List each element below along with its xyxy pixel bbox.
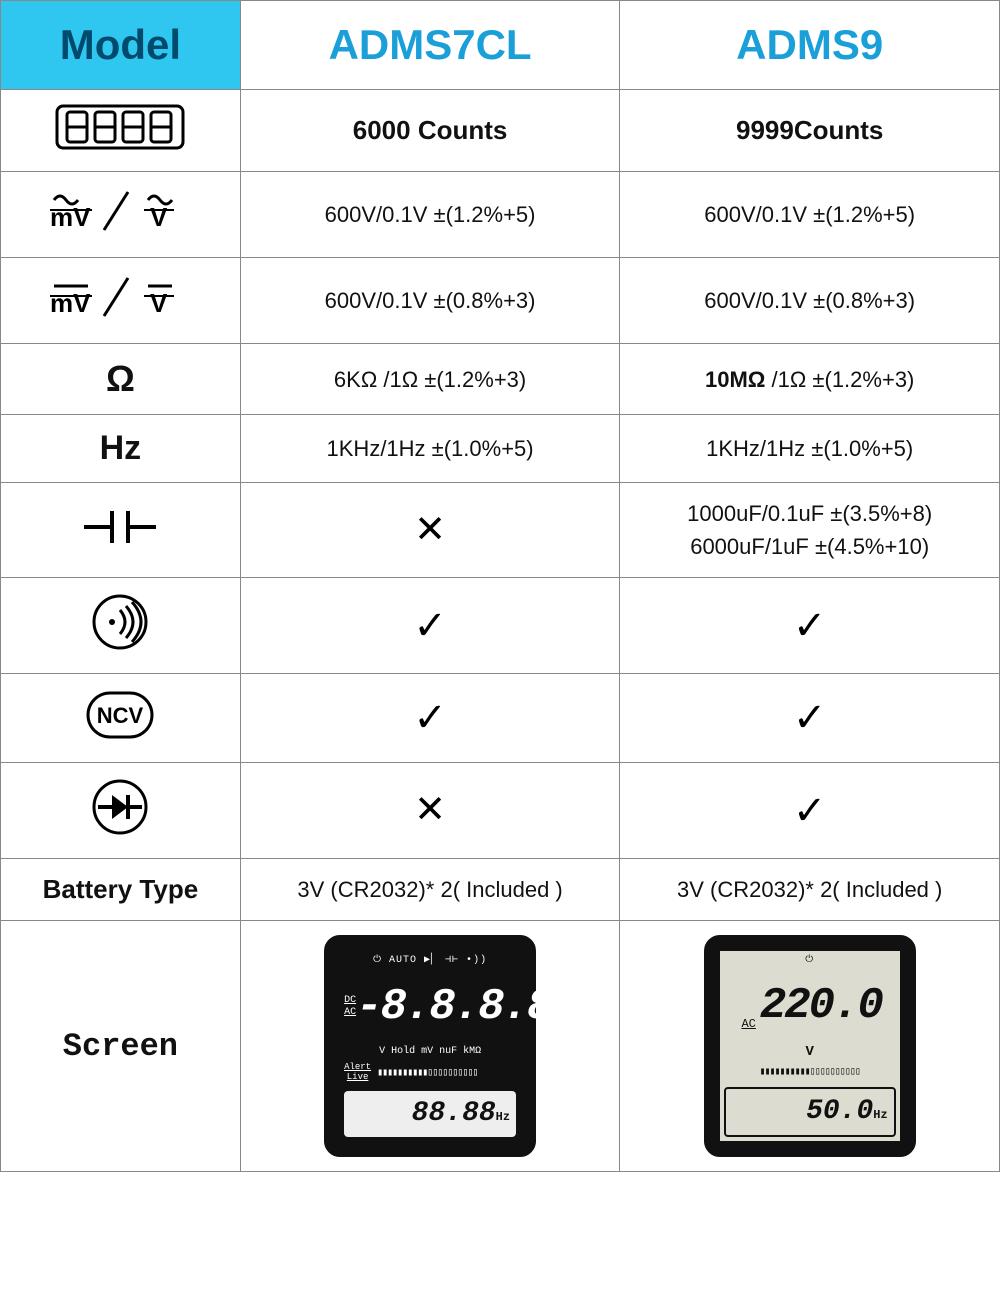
diode-c2: ✓ — [620, 763, 1000, 859]
cap-c2-line1: 1000uF/0.1uF ±(3.5%+8) — [628, 497, 991, 530]
cap-c1: ✕ — [240, 483, 620, 578]
screen-c1: ⏻ AUTO ▶▏ ⊣⊢ •)) DC AC -8.8.8.8 V Hold m… — [240, 921, 620, 1172]
lcd2-unit: V — [720, 1042, 900, 1063]
cont-c1: ✓ — [240, 578, 620, 674]
lcd2-ac: AC — [737, 1015, 759, 1039]
dc-voltage-icon: mV V — [1, 258, 241, 344]
row-ncv: NCV ✓ ✓ — [1, 674, 1000, 763]
ohm-c2: 10MΩ /1Ω ±(1.2%+3) — [620, 344, 1000, 415]
ncv-icon: NCV — [1, 674, 241, 763]
lcd2-top: ⏻ — [720, 951, 900, 970]
acv-c2: 600V/0.1V ±(1.2%+5) — [620, 172, 1000, 258]
battery-c1: 3V (CR2032)* 2( Included ) — [240, 859, 620, 921]
diode-c1: ✕ — [240, 763, 620, 859]
ohm-icon: Ω — [1, 344, 241, 415]
lcd2-bar: ▮▮▮▮▮▮▮▮▮▮▯▯▯▯▯▯▯▯▯▯ — [720, 1065, 900, 1080]
row-capacitance: ✕ 1000uF/0.1uF ±(3.5%+8) 6000uF/1uF ±(4.… — [1, 483, 1000, 578]
hz-label: Hz — [1, 415, 241, 483]
lcd1-live: Live — [344, 1073, 371, 1083]
row-diode: ✕ ✓ — [1, 763, 1000, 859]
acv-c1: 600V/0.1V ±(1.2%+5) — [240, 172, 620, 258]
lcd2-sub-unit: Hz — [873, 1108, 887, 1122]
header-col1: ADMS7CL — [240, 1, 620, 90]
hz-c2: 1KHz/1Hz ±(1.0%+5) — [620, 415, 1000, 483]
lcd1-dc: DC — [344, 995, 356, 1007]
capacitor-icon — [1, 483, 241, 578]
battery-c2: 3V (CR2032)* 2( Included ) — [620, 859, 1000, 921]
row-counts: 6000 Counts 9999Counts — [1, 90, 1000, 172]
svg-text:V: V — [150, 202, 168, 232]
cap-c2-line2: 6000uF/1uF ±(4.5%+10) — [628, 530, 991, 563]
ncv-c1: ✓ — [240, 674, 620, 763]
svg-text:mV: mV — [50, 288, 91, 318]
lcd1-ac: AC — [344, 1007, 356, 1019]
ohm-c2-bold: 10MΩ — [705, 367, 765, 392]
lcd2-sub-val: 50.0 — [806, 1096, 873, 1127]
lcd2-sub: 50.0Hz — [724, 1087, 896, 1137]
row-resistance: Ω 6KΩ /1Ω ±(1.2%+3) 10MΩ /1Ω ±(1.2%+3) — [1, 344, 1000, 415]
cap-c2: 1000uF/0.1uF ±(3.5%+8) 6000uF/1uF ±(4.5%… — [620, 483, 1000, 578]
row-screen: Screen ⏻ AUTO ▶▏ ⊣⊢ •)) DC AC -8.8.8.8 V… — [1, 921, 1000, 1172]
header-label: Model — [1, 1, 241, 90]
counts-c2: 9999Counts — [620, 90, 1000, 172]
lcd1-top: ⏻ AUTO ▶▏ ⊣⊢ •)) — [340, 951, 520, 970]
lcd1-mid: V Hold mV nuF kMΩ — [340, 1044, 520, 1059]
header-row: Model ADMS7CL ADMS9 — [1, 1, 1000, 90]
svg-text:V: V — [150, 288, 168, 318]
dcv-c2: 600V/0.1V ±(0.8%+3) — [620, 258, 1000, 344]
screen-c2: ⏻ AC 220.0 V ▮▮▮▮▮▮▮▮▮▮▯▯▯▯▯▯▯▯▯▯ 50.0Hz — [620, 921, 1000, 1172]
cont-c2: ✓ — [620, 578, 1000, 674]
ohm-c2-rest: /1Ω ±(1.2%+3) — [765, 367, 914, 392]
lcd1-bar: ▮▮▮▮▮▮▮▮▮▮▯▯▯▯▯▯▯▯▯▯ — [371, 1066, 520, 1081]
display-counts-icon — [1, 90, 241, 172]
row-continuity: ✓ ✓ — [1, 578, 1000, 674]
diode-icon — [1, 763, 241, 859]
hz-c1: 1KHz/1Hz ±(1.0%+5) — [240, 415, 620, 483]
device-mock-dark: ⏻ AUTO ▶▏ ⊣⊢ •)) DC AC -8.8.8.8 V Hold m… — [324, 935, 536, 1157]
row-ac-voltage: mV V 600V/0.1V ±(1.2%+5) 600V/0.1V ±(1.2… — [1, 172, 1000, 258]
comparison-table: Model ADMS7CL ADMS9 6000 Counts 9999Coun… — [0, 0, 1000, 1172]
lcd1-sub: 88.88Hz — [344, 1091, 516, 1137]
lcd1-main: -8.8.8.8 — [356, 974, 551, 1040]
ac-voltage-icon: mV V — [1, 172, 241, 258]
dcv-c1: 600V/0.1V ±(0.8%+3) — [240, 258, 620, 344]
screen-label: Screen — [1, 921, 241, 1172]
counts-c1: 6000 Counts — [240, 90, 620, 172]
continuity-icon — [1, 578, 241, 674]
lcd2-main: 220.0 — [760, 973, 882, 1039]
svg-text:mV: mV — [50, 202, 91, 232]
row-battery: Battery Type 3V (CR2032)* 2( Included ) … — [1, 859, 1000, 921]
row-dc-voltage: mV V 600V/0.1V ±(0.8%+3) 600V/0.1V ±(0.8… — [1, 258, 1000, 344]
ncv-c2: ✓ — [620, 674, 1000, 763]
battery-label: Battery Type — [1, 859, 241, 921]
svg-text:NCV: NCV — [97, 703, 144, 728]
header-col2: ADMS9 — [620, 1, 1000, 90]
lcd1-sub-unit: Hz — [496, 1110, 510, 1124]
device-mock-light: ⏻ AC 220.0 V ▮▮▮▮▮▮▮▮▮▮▯▯▯▯▯▯▯▯▯▯ 50.0Hz — [704, 935, 916, 1157]
row-frequency: Hz 1KHz/1Hz ±(1.0%+5) 1KHz/1Hz ±(1.0%+5) — [1, 415, 1000, 483]
lcd1-sub-val: 88.88 — [412, 1098, 496, 1129]
ohm-c1: 6KΩ /1Ω ±(1.2%+3) — [240, 344, 620, 415]
